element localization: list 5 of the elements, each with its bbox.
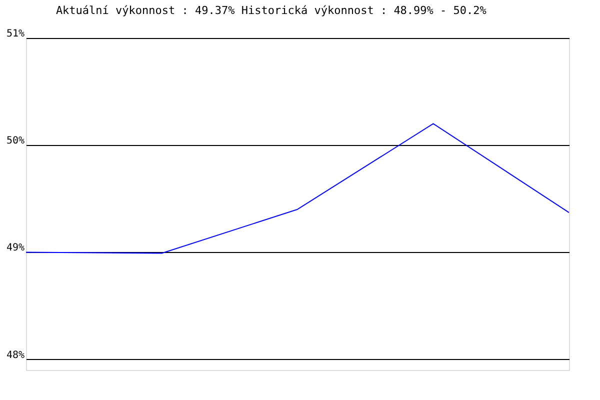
y-tick-label: 51% bbox=[6, 28, 24, 40]
chart-title: Aktuální výkonnost : 49.37% Historická výkonnost : 48.99% - 50.2% bbox=[56, 4, 487, 17]
y-tick-label: 50% bbox=[6, 136, 24, 147]
y-tick-label: 48% bbox=[6, 350, 24, 361]
y-tick-label: 49% bbox=[6, 242, 24, 254]
